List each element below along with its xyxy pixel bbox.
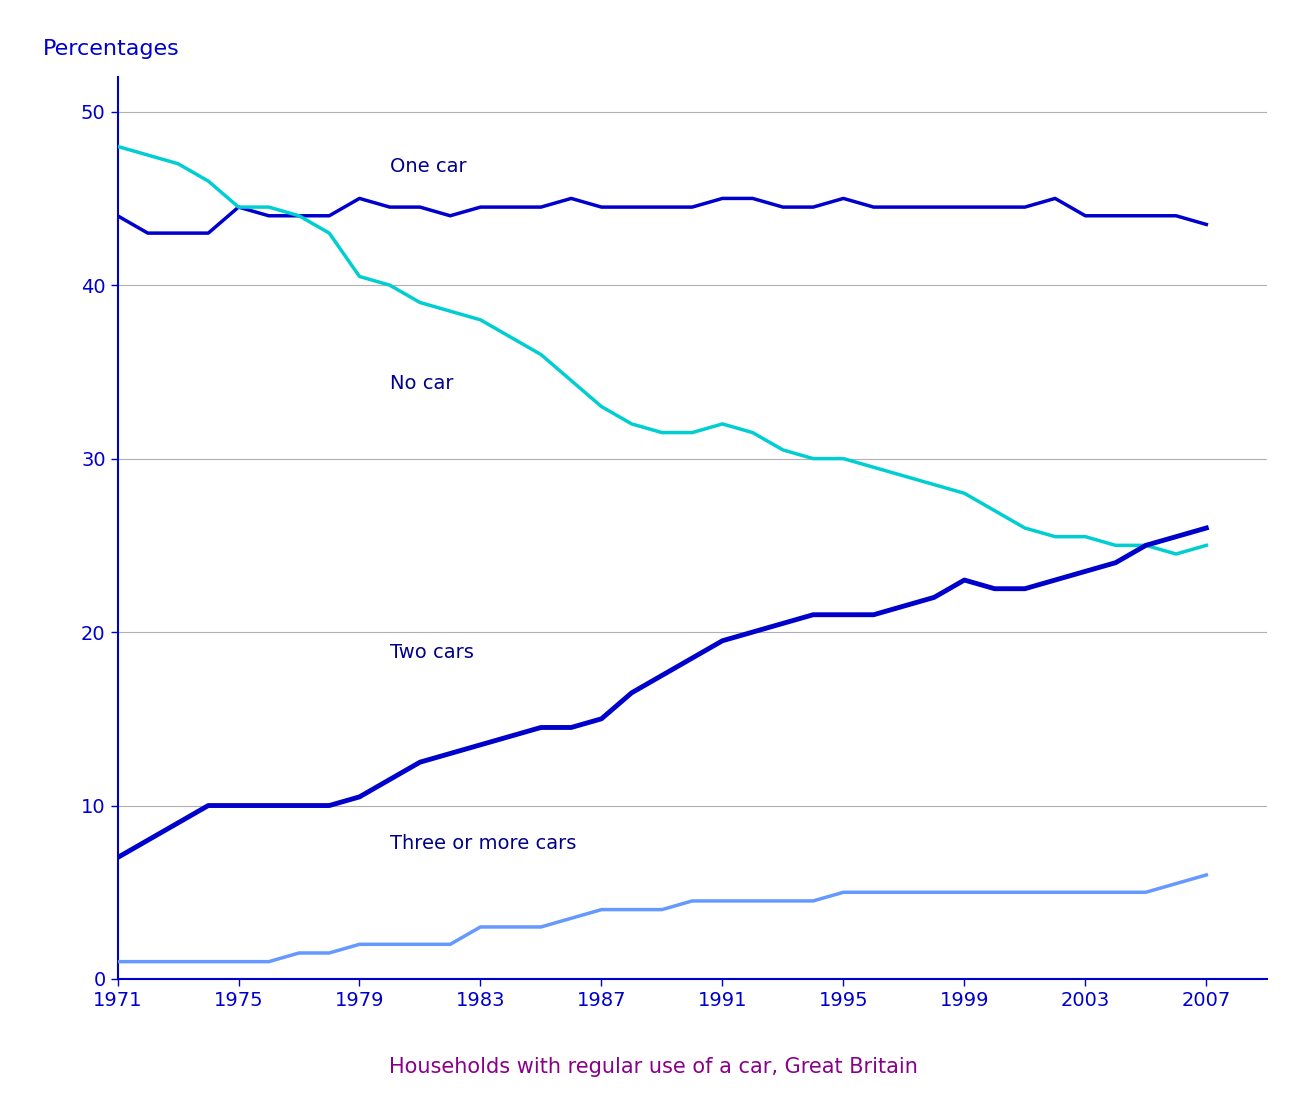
Text: No car: No car [389, 374, 453, 393]
Text: Two cars: Two cars [389, 644, 474, 662]
Text: Three or more cars: Three or more cars [389, 834, 576, 852]
Text: Percentages: Percentages [43, 39, 180, 59]
Text: One car: One car [389, 157, 466, 176]
Text: Households with regular use of a car, Great Britain: Households with regular use of a car, Gr… [389, 1057, 917, 1077]
